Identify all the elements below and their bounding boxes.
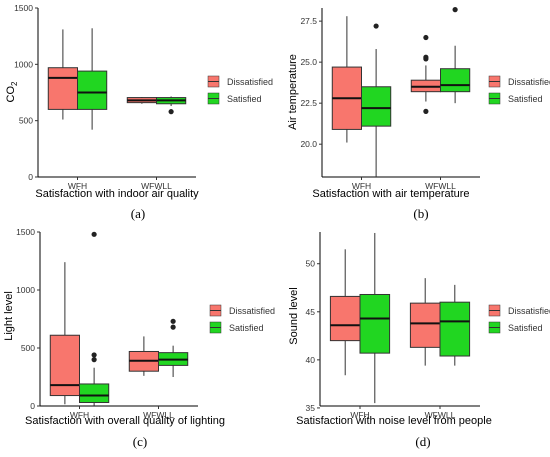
- panel-b-wfwll-dissatisfied-outlier-point: [423, 54, 429, 60]
- panel-d-y-tick-label: 45: [306, 307, 316, 317]
- legend-label-dissatisfied: Dissatisfied: [508, 77, 550, 87]
- panel-d-wfh-satisfied-box: [359, 293, 391, 354]
- panel-c-y-tick-label: 500: [21, 343, 35, 353]
- panel-a-xlabel: Satisfaction with indoor air quality: [35, 188, 199, 200]
- panel-a-ylabel-base: CO: [5, 86, 17, 103]
- panel-c-plot-area: 0 500 1000 1500 WFH WFWLL: [16, 227, 198, 420]
- legend-label-dissatisfied: Dissatisfied: [227, 77, 273, 87]
- panel-b-wfh-satisfied-box: [361, 86, 392, 127]
- panel-a-wfh-satisfied-box: [77, 70, 108, 110]
- panel-b-xlabel: Satisfaction with air temperature: [312, 188, 469, 200]
- panel-c-y-tick-label: 0: [30, 401, 35, 411]
- panel-d-x-tick-label: WFH: [350, 410, 369, 420]
- panel-d-caption: (d): [415, 434, 430, 449]
- panel-b-wfwll-dissatisfied-outlier-point: [423, 108, 429, 114]
- panel-b-wfh-satisfied-outlier-point: [373, 23, 379, 29]
- panel-d-x-tick-label: WFWLL: [425, 410, 456, 420]
- panel-d-y-tick-label: 35: [306, 403, 316, 413]
- panel-b: 20.0 22.5 25.0 27.5 WFH WFWLL Air temperature…: [287, 7, 550, 221]
- panel-d-wfh-dissatisfied-box: [329, 295, 361, 342]
- legend-label-dissatisfied: Dissatisfied: [508, 306, 550, 316]
- panel-a-wfh-dissatisfied-box: [47, 67, 78, 110]
- panel-b-y-tick-label: 22.5: [300, 98, 317, 108]
- panel-a-ylabel: CO2: [5, 81, 19, 103]
- panel-d-wfwll-satisfied-box: [439, 301, 471, 357]
- panel-b-y-tick-label: 20.0: [300, 139, 317, 149]
- panel-d-ylabel: Sound level: [288, 287, 300, 345]
- panel-c-wfwll-satisfied-outlier-point: [170, 324, 176, 330]
- legend-label-satisfied: Satisfied: [227, 94, 262, 104]
- panel-c-wfh-dissatisfied-box: [49, 334, 80, 397]
- panel-a-y-tick-label: 1000: [14, 59, 33, 69]
- panel-a-y-tick-label: 500: [19, 116, 33, 126]
- legend-label-satisfied: Satisfied: [508, 94, 543, 104]
- panel-b-y-tick-label: 27.5: [300, 16, 317, 26]
- panel-a-x-tick-label: WFWLL: [141, 181, 172, 191]
- panel-c-x-tick-label: WFH: [70, 410, 89, 420]
- panel-a-legend: Dissatisfied Satisfied: [207, 75, 273, 105]
- panel-a: 0 500 1000 1500 WFH WFWLL CO2 Satisfaction wi…: [5, 3, 273, 221]
- panel-a-y-tick-label: 1500: [14, 3, 33, 13]
- panel-b-y-tick-label: 25.0: [300, 57, 317, 67]
- panel-c-y-tick-label: 1000: [16, 285, 35, 295]
- panel-b-caption: (b): [413, 206, 428, 221]
- panel-b-ylabel: Air temperature: [287, 54, 299, 130]
- panel-c-wfh-satisfied-outlier-point: [91, 231, 97, 237]
- legend-label-satisfied: Satisfied: [229, 323, 264, 333]
- panel-c-xlabel: Satisfaction with overall quality of lig…: [25, 415, 225, 427]
- panel-c-wfh-satisfied-box: [79, 383, 110, 404]
- legend-label-satisfied: Satisfied: [508, 323, 543, 333]
- panel-b-wfwll-satisfied-outlier-point: [452, 7, 458, 13]
- panel-d-y-tick-label: 40: [306, 355, 316, 365]
- panel-b-legend: Dissatisfied Satisfied: [488, 75, 550, 105]
- panel-b-x-tick-label: WFH: [352, 181, 371, 191]
- panel-d-xlabel: Satisfaction with noise level from peopl…: [296, 415, 492, 427]
- panel-a-caption: (a): [131, 206, 145, 221]
- panel-d-plot-area: 35 40 45 50 WFH WFWLL: [306, 232, 480, 420]
- panel-c-y-tick-label: 1500: [16, 227, 35, 237]
- panel-c-legend: Dissatisfied Satisfied: [209, 304, 275, 334]
- legend-label-dissatisfied: Dissatisfied: [229, 306, 275, 316]
- panel-a-x-tick-label: WFH: [68, 181, 87, 191]
- panel-a-wfwll-satisfied-outlier-point: [168, 109, 174, 115]
- panel-c-wfh-satisfied-outlier-point: [91, 352, 97, 358]
- panel-b-wfwll-dissatisfied-outlier-point: [423, 34, 429, 41]
- panel-b-plot-area: 20.0 22.5 25.0 27.5 WFH WFWLL: [300, 7, 480, 191]
- panel-c: 0 500 1000 1500 WFH WFWLL Light level Satisfa…: [3, 227, 275, 449]
- panel-b-x-tick-label: WFWLL: [425, 181, 456, 191]
- panel-d-y-tick-label: 50: [306, 259, 316, 269]
- panel-c-wfh-satisfied-outlier-point: [91, 357, 97, 363]
- panel-a-ylabel-sub: 2: [10, 81, 19, 86]
- panel-c-wfwll-satisfied-outlier-point: [170, 318, 176, 324]
- panel-b-wfwll-satisfied-box: [440, 68, 471, 93]
- panel-d-wfwll-dissatisfied-box: [409, 302, 441, 348]
- panel-d: 35 40 45 50 WFH WFWLL Sound level Satisfactio…: [288, 232, 550, 449]
- panel-a-y-tick-label: 0: [28, 172, 33, 182]
- panel-c-caption: (c): [133, 434, 147, 449]
- panel-a-plot-area: 0 500 1000 1500 WFH WFWLL: [14, 3, 196, 191]
- panel-c-ylabel: Light level: [3, 291, 15, 341]
- panel-c-x-tick-label: WFWLL: [143, 410, 174, 420]
- panel-d-legend: Dissatisfied Satisfied: [488, 304, 550, 334]
